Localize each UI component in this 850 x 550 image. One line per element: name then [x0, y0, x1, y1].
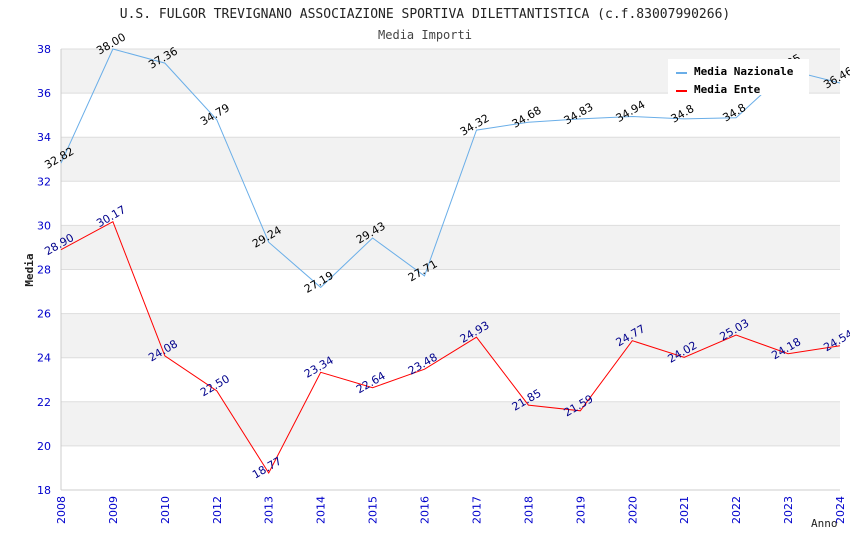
- chart-subtitle: Media Importi: [378, 28, 472, 42]
- x-tick-label: 2012: [211, 496, 224, 524]
- series-line-ente: [60, 220, 841, 475]
- x-tick-label: 2015: [367, 496, 380, 524]
- x-axis-label: Anno: [811, 517, 838, 530]
- x-tick-label: 2016: [419, 496, 432, 524]
- y-tick-label: 36: [37, 87, 51, 100]
- y-tick-label: 28: [37, 264, 51, 277]
- x-tick-label: 2022: [730, 496, 743, 524]
- grid-band: [61, 269, 840, 314]
- x-tick-label: 2008: [55, 496, 68, 524]
- legend: Media Nazionale Media Ente: [668, 59, 809, 96]
- y-tick-label: 38: [37, 43, 51, 56]
- x-tick-label: 2023: [782, 496, 795, 524]
- y-tick-label: 20: [37, 440, 51, 453]
- y-tick-label: 32: [37, 175, 51, 188]
- x-tick-label: 2018: [522, 496, 535, 524]
- grid-band: [61, 225, 840, 270]
- x-tick-label: 2013: [263, 496, 276, 524]
- grid-band: [61, 445, 840, 490]
- grid-band: [61, 137, 840, 182]
- grid-band: [61, 313, 840, 358]
- x-tick-label: 2009: [107, 496, 120, 524]
- y-axis-ticks: 18 20 22 24 26 28 30 32 34 36 38: [37, 43, 51, 497]
- x-tick-label: 2021: [678, 496, 691, 524]
- y-tick-label: 22: [37, 396, 51, 409]
- y-axis-label: Media: [23, 253, 36, 286]
- series-line-nazionale: [60, 48, 841, 289]
- grid-band: [61, 401, 840, 446]
- x-tick-label: 2019: [574, 496, 587, 524]
- grid-band: [61, 93, 840, 138]
- series-lines: [60, 48, 841, 475]
- y-tick-label: 24: [37, 352, 51, 365]
- legend-label-nazionale: Media Nazionale: [694, 65, 794, 78]
- y-tick-label: 18: [37, 484, 51, 497]
- y-tick-label: 30: [37, 219, 51, 232]
- y-tick-label: 26: [37, 308, 51, 321]
- legend-label-ente: Media Ente: [694, 83, 761, 96]
- y-tick-label: 34: [37, 131, 51, 144]
- x-tick-label: 2020: [626, 496, 639, 524]
- chart-title: U.S. FULGOR TREVIGNANO ASSOCIAZIONE SPOR…: [120, 7, 730, 22]
- grid-band: [61, 357, 840, 402]
- legend-box: [668, 59, 809, 95]
- x-tick-label: 2010: [159, 496, 172, 524]
- x-tick-label: 2014: [315, 496, 328, 524]
- x-tick-label: 2017: [470, 496, 483, 524]
- x-axis-ticks: 2008 2009 2010 2012 2013 2014 2015 2016 2017 2018…: [55, 496, 847, 524]
- x-tick-label: 2024: [834, 496, 847, 524]
- grid-bands: [60, 48, 840, 491]
